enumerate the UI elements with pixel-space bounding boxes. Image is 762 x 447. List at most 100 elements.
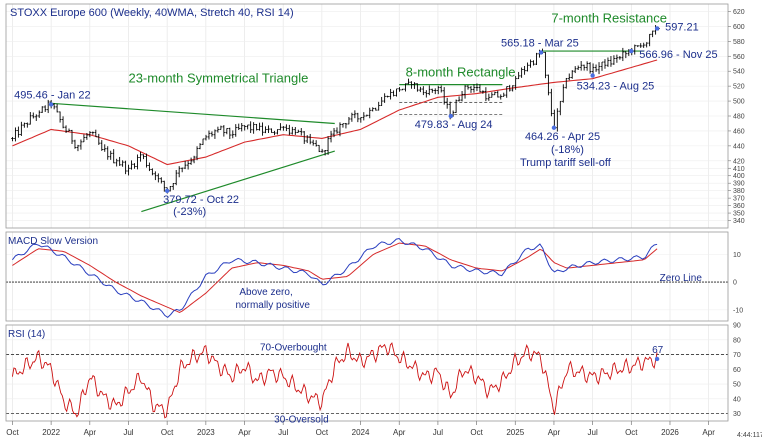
price-bar (341, 123, 345, 128)
price-bar (133, 163, 136, 169)
price-bar (142, 154, 145, 160)
price-bar (383, 93, 386, 103)
price-bar (276, 129, 279, 135)
x-tick-label: Apr (84, 428, 97, 437)
price-bar (401, 88, 404, 91)
rsi-y-tick-label: 40 (733, 396, 741, 403)
x-tick-label: 2024 (352, 428, 370, 437)
aug24-label: 479.83 - Aug 24 (415, 119, 493, 131)
price-bar (124, 160, 127, 175)
price-bar (475, 83, 479, 92)
ma-40w-line (12, 59, 658, 166)
price-bar (29, 112, 32, 125)
price-bar (564, 77, 568, 89)
price-y-tick-label: 500 (733, 99, 745, 106)
macd-y-tick-label: 0 (733, 280, 737, 287)
price-bar (591, 63, 595, 76)
price-bar (398, 87, 401, 92)
price-bar (67, 128, 71, 132)
price-bar (82, 134, 86, 143)
price-y-tick-label: 360 (733, 203, 745, 210)
macd-signal-line (12, 242, 658, 313)
price-bar (85, 132, 89, 140)
price-bar (484, 87, 488, 102)
price-bar (183, 160, 187, 170)
x-tick-label: Oct (161, 428, 174, 437)
price-y-tick-label: 400 (733, 173, 745, 180)
rsi-y-tick-label: 60 (733, 367, 741, 374)
rsi-y-tick-label: 50 (733, 382, 741, 389)
price-bar (40, 106, 44, 113)
price-bar (282, 126, 285, 131)
macd-line (12, 237, 658, 319)
price-bar (285, 124, 288, 132)
x-tick-label: Apr (548, 428, 561, 437)
price-bar (359, 117, 363, 123)
x-tick-label: Jul (588, 428, 598, 437)
price-bar (356, 112, 360, 123)
price-bar (329, 130, 333, 143)
price-bar (416, 83, 419, 92)
price-bar (496, 90, 500, 98)
jan22-label: 495.46 - Jan 22 (14, 89, 90, 101)
price-bar (344, 122, 348, 129)
price-bar (526, 62, 529, 72)
rsi-last-dot (654, 356, 660, 362)
price-bar (88, 131, 92, 138)
aug25-label-dot (590, 73, 595, 78)
price-bar (505, 86, 509, 98)
price-bar (511, 85, 514, 92)
price-bar (273, 130, 276, 136)
price-bar (204, 134, 208, 141)
price-bar (288, 124, 291, 136)
nov25-label-dot (629, 48, 634, 54)
price-bar (106, 146, 110, 160)
price-bar (46, 99, 50, 114)
x-tick-label: Oct (316, 428, 329, 437)
aug24-label-dot (448, 113, 454, 119)
price-bar (600, 61, 604, 71)
rectangle-title: 8-month Rectangle (406, 64, 516, 79)
price-bar (615, 54, 619, 63)
price-bar (362, 112, 366, 121)
x-tick-label: Oct (6, 428, 19, 437)
price-bar (550, 88, 553, 117)
price-bar (115, 158, 118, 167)
price-bar (299, 128, 303, 136)
price-bar (523, 65, 526, 75)
price-bar (454, 99, 458, 113)
price-bar (23, 122, 26, 128)
price-bar (648, 33, 651, 47)
price-y-tick-label: 460 (733, 128, 745, 135)
price-bar (582, 64, 586, 71)
price-bar (201, 138, 205, 145)
price-bar (395, 88, 398, 97)
price-bar (425, 90, 428, 98)
x-tick-label: Jul (278, 428, 288, 437)
price-bar (130, 160, 133, 170)
price-bar (213, 129, 217, 139)
price-y-tick-label: 380 (733, 188, 745, 195)
price-y-tick-label: 440 (733, 143, 745, 150)
price-y-tick-label: 520 (733, 84, 745, 91)
price-bar (291, 126, 294, 135)
price-bar (430, 88, 434, 93)
x-tick-label: 2025 (506, 428, 524, 437)
price-bar (520, 67, 523, 78)
price-bar (103, 144, 107, 152)
last-label-dot (654, 26, 660, 31)
oversold-label: 30-Oversold (274, 415, 328, 426)
last-label: 597.21 (665, 21, 699, 33)
price-bar (73, 139, 77, 149)
price-bar (207, 130, 211, 140)
price-bar (573, 66, 577, 74)
price-bar (34, 114, 38, 121)
price-bar (428, 85, 431, 96)
price-bar (389, 88, 392, 100)
price-bar (365, 114, 369, 117)
price-bar (624, 51, 628, 59)
price-bar (148, 162, 151, 172)
price-bar (198, 143, 202, 150)
price-bar (11, 137, 14, 142)
price-bar (255, 123, 258, 131)
